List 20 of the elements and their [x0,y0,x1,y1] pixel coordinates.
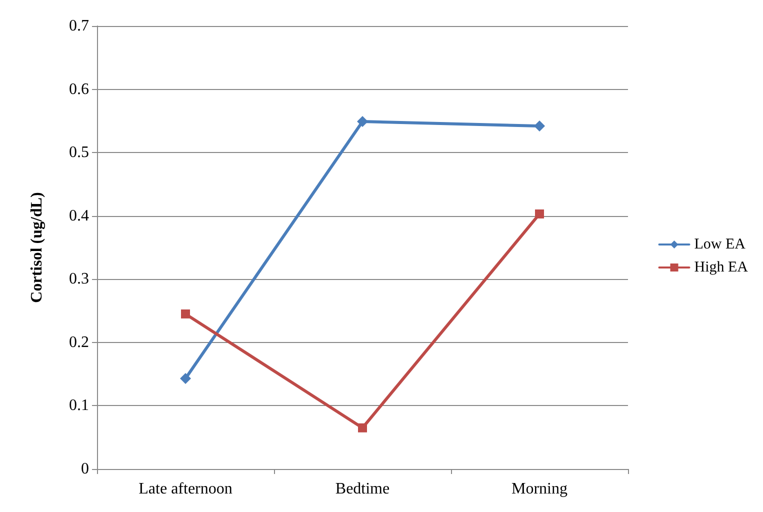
point [357,116,368,128]
legend-label: Low EA [694,236,746,252]
point [358,423,367,432]
x-tick-label: Bedtime [335,480,390,498]
x-tick-label: Morning [512,480,568,498]
legend-label: High EA [694,260,748,276]
y-tick-label: 0.5 [69,144,89,162]
point [181,309,190,318]
y-tick-label: 0 [81,460,89,478]
x-tick-label: Late afternoon [138,480,232,498]
y-tick-label: 0.7 [69,18,89,34]
y-tick-label: 0.1 [69,397,89,414]
y-tick-label: 0.4 [69,207,89,224]
y-tick-label: 0.3 [69,270,89,288]
y-tick-label: 0.2 [69,334,89,351]
y-axis-title: Cortisol (ug/dL) [28,192,46,303]
point [534,120,545,132]
point [180,373,191,384]
point [535,209,544,218]
y-tick-label: 0.6 [69,80,89,98]
